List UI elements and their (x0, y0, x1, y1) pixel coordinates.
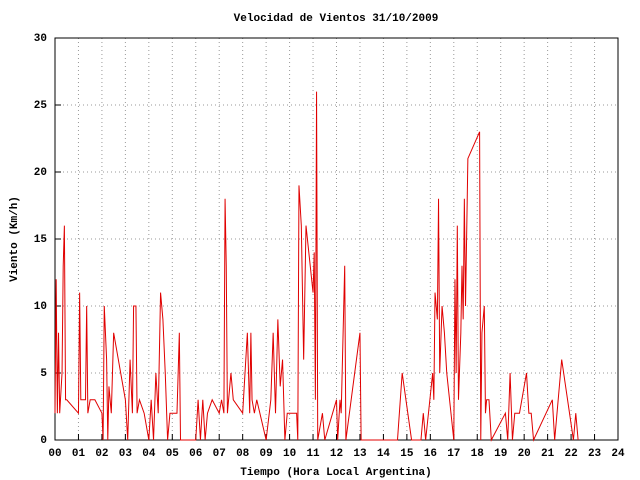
wind-line (54, 91, 579, 442)
y-axis-label: Viento (Km/h) (9, 196, 21, 282)
x-tick-label: 07 (213, 448, 226, 460)
x-tick-label: 14 (377, 448, 391, 460)
x-tick-label: 03 (119, 448, 133, 460)
y-tick-label: 25 (34, 100, 48, 112)
x-tick-label: 17 (447, 448, 460, 460)
x-tick-label: 11 (306, 448, 320, 460)
x-tick-label: 23 (588, 448, 602, 460)
y-tick-label: 30 (34, 33, 47, 45)
y-tick-label: 20 (34, 167, 47, 179)
x-tick-label: 09 (260, 448, 273, 460)
x-tick-label: 06 (189, 448, 202, 460)
x-tick-label: 21 (541, 448, 555, 460)
x-tick-label: 01 (72, 448, 86, 460)
x-tick-label: 13 (353, 448, 367, 460)
x-tick-label: 10 (283, 448, 296, 460)
x-tick-label: 12 (330, 448, 343, 460)
x-tick-label: 16 (424, 448, 437, 460)
y-tick-label: 10 (34, 301, 47, 313)
x-tick-label: 08 (236, 448, 250, 460)
x-tick-label: 20 (518, 448, 531, 460)
x-tick-label: 05 (166, 448, 180, 460)
y-tick-label: 5 (40, 368, 47, 380)
x-tick-label: 22 (564, 448, 577, 460)
x-tick-label: 19 (494, 448, 507, 460)
y-tick-label: 15 (34, 234, 48, 246)
x-tick-label: 18 (471, 448, 485, 460)
x-tick-label: 15 (400, 448, 414, 460)
x-tick-label: 24 (611, 448, 625, 460)
x-axis-label: Tiempo (Hora Local Argentina) (240, 467, 431, 479)
chart-title: Velocidad de Vientos 31/10/2009 (234, 13, 439, 25)
y-tick-label: 0 (40, 435, 47, 447)
x-tick-label: 02 (95, 448, 108, 460)
plot-border (54, 37, 619, 441)
x-tick-label: 00 (48, 448, 61, 460)
x-tick-label: 04 (142, 448, 156, 460)
